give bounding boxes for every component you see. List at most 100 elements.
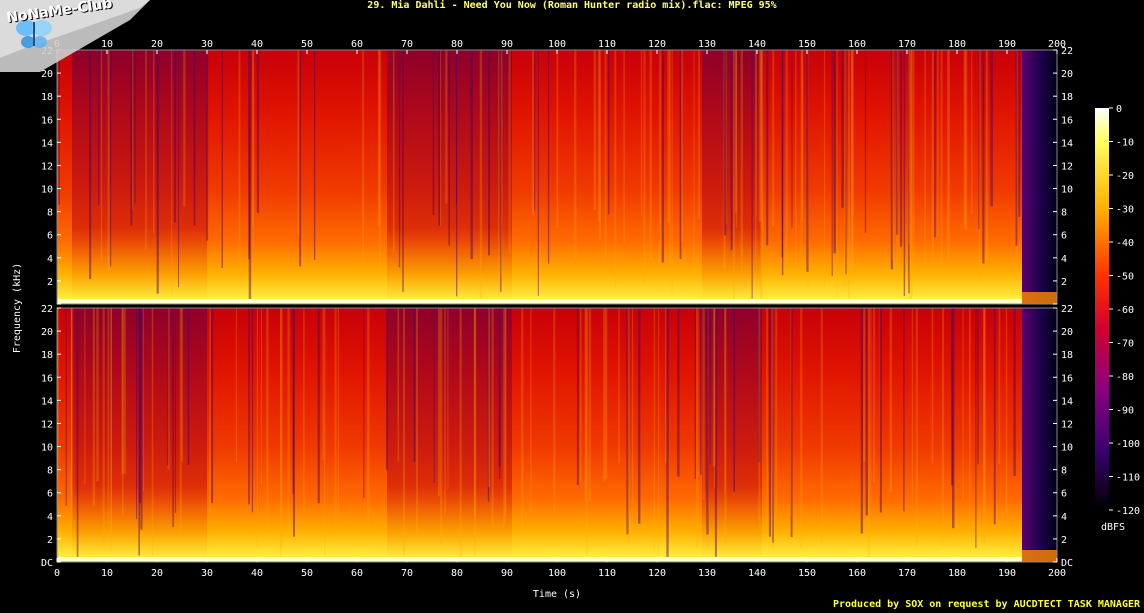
y-tick-label-right: 4 <box>1061 512 1067 523</box>
x-tick-label-bottom: 30 <box>201 568 213 579</box>
x-tick-label-top: 170 <box>898 39 916 50</box>
x-tick-label-top: 100 <box>548 39 566 50</box>
y-tick-label-left: 22 <box>41 304 53 315</box>
y-tick-label-left: 8 <box>47 208 53 219</box>
colorbar-tick-label: -10 <box>1116 138 1134 149</box>
x-tick-label-top: 10 <box>101 39 113 50</box>
y-tick-label-left: 6 <box>47 231 53 242</box>
y-tick-label-left: 8 <box>47 466 53 477</box>
y-tick-label-left: 16 <box>41 373 53 384</box>
x-tick-label-top: 90 <box>501 39 513 50</box>
x-tick-label-bottom: 70 <box>401 568 413 579</box>
x-tick-label-bottom: 160 <box>848 568 866 579</box>
colorbar-label: dBFS <box>1101 522 1125 533</box>
x-tick-label-bottom: 140 <box>748 568 766 579</box>
y-tick-label-right: 12 <box>1061 161 1073 172</box>
x-tick-label-top: 120 <box>648 39 666 50</box>
x-tick-label-bottom: 170 <box>898 568 916 579</box>
colorbar-tick-label: -110 <box>1116 473 1140 484</box>
y-tick-label-left: 18 <box>41 350 53 361</box>
x-tick-label-bottom: 110 <box>598 568 616 579</box>
y-tick-label-left: 2 <box>47 277 53 288</box>
x-tick-label-top: 180 <box>948 39 966 50</box>
y-tick-label-right: 18 <box>1061 350 1073 361</box>
y-tick-label-right: 12 <box>1061 419 1073 430</box>
x-tick-label-top: 30 <box>201 39 213 50</box>
colorbar-tick-label: -50 <box>1116 272 1134 283</box>
y-tick-label-right: 22 <box>1061 304 1073 315</box>
y-tick-label-right: 10 <box>1061 443 1073 454</box>
x-tick-label-top: 60 <box>351 39 363 50</box>
y-tick-label-left: 12 <box>41 419 53 430</box>
y-tick-label-right: 8 <box>1061 208 1067 219</box>
x-tick-label-top: 50 <box>301 39 313 50</box>
y-tick-label-right: 10 <box>1061 185 1073 196</box>
y-tick-label-right: DC <box>1061 558 1073 569</box>
x-tick-label-top: 130 <box>698 39 716 50</box>
spectrogram-panel-1 <box>56 49 1058 305</box>
x-tick-label-top: 70 <box>401 39 413 50</box>
x-tick-label-bottom: 180 <box>948 568 966 579</box>
x-tick-label-bottom: 10 <box>101 568 113 579</box>
x-tick-label-bottom: 80 <box>451 568 463 579</box>
y-tick-label-right: 8 <box>1061 466 1067 477</box>
x-tick-label-top: 110 <box>598 39 616 50</box>
colorbar-tick-label: -60 <box>1116 305 1134 316</box>
x-tick-label-bottom: 40 <box>251 568 263 579</box>
chart-title: 29. Mia Dahli - Need You Now (Roman Hunt… <box>367 0 777 11</box>
x-tick-label-top: 150 <box>798 39 816 50</box>
y-tick-label-left: 12 <box>41 161 53 172</box>
colorbar-tick-label: -120 <box>1116 506 1140 517</box>
x-tick-label-top: 190 <box>998 39 1016 50</box>
x-axis-label: Time (s) <box>533 589 581 600</box>
x-tick-label-bottom: 120 <box>648 568 666 579</box>
y-tick-label-right: 14 <box>1061 396 1073 407</box>
y-tick-label-right: 22 <box>1061 46 1073 57</box>
x-tick-label-bottom: 150 <box>798 568 816 579</box>
y-tick-label-left: 6 <box>47 489 53 500</box>
x-tick-label-top: 40 <box>251 39 263 50</box>
footer-credit: Produced by SOX on request by AUCDTECT T… <box>832 599 1140 610</box>
x-tick-label-top: 200 <box>1048 39 1066 50</box>
colorbar-tick-label: -20 <box>1116 171 1134 182</box>
x-tick-label-top: 140 <box>748 39 766 50</box>
y-tick-label-right: 6 <box>1061 231 1067 242</box>
y-tick-label-right: 2 <box>1061 535 1067 546</box>
x-tick-label-bottom: 130 <box>698 568 716 579</box>
butterfly-icon <box>16 20 52 48</box>
y-tick-label-left: 18 <box>41 92 53 103</box>
y-tick-label-left: 20 <box>41 69 53 80</box>
spectrogram-panel-2 <box>56 307 1058 563</box>
y-tick-label-right: 14 <box>1061 138 1073 149</box>
x-tick-label-bottom: 50 <box>301 568 313 579</box>
y-tick-label-right: 4 <box>1061 254 1067 265</box>
colorbar-tick-label: -80 <box>1116 372 1134 383</box>
x-tick-label-bottom: 20 <box>151 568 163 579</box>
colorbar-tick-label: -30 <box>1116 205 1134 216</box>
watermark-logo: NoNaMe-Club <box>0 0 150 72</box>
y-tick-label-left: 2 <box>47 535 53 546</box>
x-tick-label-bottom: 0 <box>54 568 60 579</box>
y-tick-label-right: 20 <box>1061 69 1073 80</box>
colorbar-tick-label: -90 <box>1116 406 1134 417</box>
y-tick-label-left: 4 <box>47 512 53 523</box>
x-tick-label-bottom: 100 <box>548 568 566 579</box>
y-tick-label-right: 20 <box>1061 327 1073 338</box>
y-tick-label-right: 6 <box>1061 489 1067 500</box>
y-tick-label-left: 4 <box>47 254 53 265</box>
x-tick-label-bottom: 200 <box>1048 568 1066 579</box>
y-tick-label-left: DC <box>41 558 53 569</box>
y-tick-label-left: 14 <box>41 396 53 407</box>
y-tick-label-left: 20 <box>41 327 53 338</box>
x-tick-label-top: 160 <box>848 39 866 50</box>
y-tick-label-left: 10 <box>41 443 53 454</box>
colorbar-tick-label: -70 <box>1116 339 1134 350</box>
y-tick-label-left: 10 <box>41 185 53 196</box>
x-tick-label-bottom: 190 <box>998 568 1016 579</box>
colorbar-tick-label: 0 <box>1116 104 1122 115</box>
y-tick-label-left: 16 <box>41 115 53 126</box>
y-tick-label-right: 16 <box>1061 373 1073 384</box>
x-tick-label-top: 80 <box>451 39 463 50</box>
x-tick-label-bottom: 90 <box>501 568 513 579</box>
